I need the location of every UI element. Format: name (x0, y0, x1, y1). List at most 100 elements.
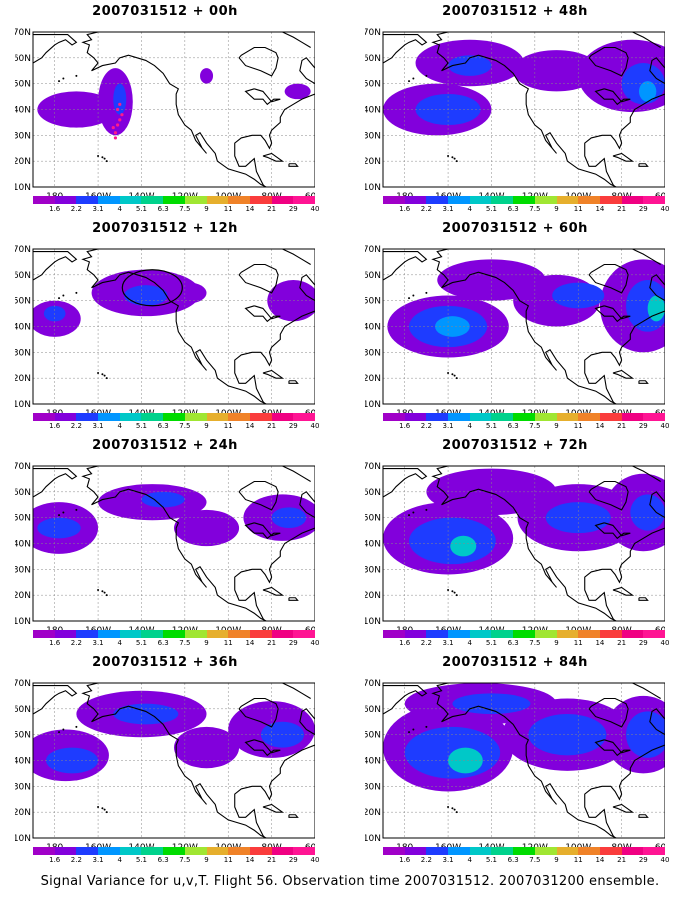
coastline (299, 708, 315, 736)
colorbar-swatch (426, 847, 449, 855)
colorbar-label: 4 (117, 422, 122, 430)
lat-tick-label: 20N (15, 591, 31, 601)
lat-tick-label: 40N (15, 757, 31, 767)
colorbar-swatch (76, 630, 99, 638)
colorbar-label: 29 (638, 639, 648, 647)
island (455, 160, 458, 163)
colorbar-swatch (534, 630, 557, 638)
map-plot: 10N 20N 30N 40N 50N 60N 70N 180 160W 140W 120W 100W… (15, 28, 315, 199)
coastline (431, 249, 618, 404)
colorbar-swatch (643, 413, 665, 421)
lon-tick-label: 80W (261, 843, 281, 850)
lon-tick-label: 180 (396, 843, 413, 850)
lat-tick-label: 20N (365, 591, 381, 601)
colorbar-label: 11 (223, 639, 233, 647)
colorbar-swatch (404, 630, 427, 638)
island (75, 508, 78, 511)
colorbar-label: 1.6 (399, 205, 411, 213)
colorbar-swatch (271, 847, 294, 855)
lat-tick-label: 60N (365, 488, 381, 498)
lon-tick-label: 60W (305, 843, 315, 850)
colorbar-swatch (383, 196, 405, 204)
lat-tick-label: 50N (365, 514, 381, 524)
colorbar-swatch (33, 196, 55, 204)
colorbar-swatch (534, 196, 557, 204)
coastline (612, 152, 635, 162)
variance-blob (630, 494, 665, 531)
colorbar-swatch (643, 630, 665, 638)
island (412, 77, 415, 80)
coastline (238, 263, 279, 294)
figure-caption: Signal Variance for u,v,T. Flight 56. Ob… (40, 874, 660, 889)
island (455, 811, 458, 814)
colorbar-label: 21 (267, 422, 277, 430)
lon-tick-label: 60W (655, 409, 665, 416)
colorbar-swatch (54, 630, 77, 638)
lon-tick-label: 160W (85, 626, 111, 633)
colorbar-swatch (141, 847, 164, 855)
lon-tick-label: 80W (611, 626, 631, 633)
island (453, 808, 456, 811)
colorbar-label: 5.1 (485, 856, 498, 864)
graticule (383, 683, 665, 838)
colorbar-label: 4 (117, 205, 122, 213)
coastline (431, 32, 618, 187)
colorbar-label: 7.5 (529, 422, 541, 430)
colorbar-swatch (599, 196, 622, 204)
lat-tick-label: 30N (15, 782, 31, 792)
colorbar-label: 3.1 (92, 422, 104, 430)
lat-tick-label: 40N (15, 540, 31, 550)
colorbar-label: 21 (617, 422, 627, 430)
lon-tick-label: 120W (172, 843, 198, 850)
lat-tick-label: 50N (365, 297, 381, 307)
colorbar-swatch (621, 630, 644, 638)
island (101, 807, 104, 810)
lon-tick-label: 160W (85, 192, 111, 199)
island (447, 372, 450, 374)
colorbar-swatch (163, 847, 185, 855)
lat-tick-label: 70N (365, 462, 381, 472)
island (97, 372, 100, 374)
coastline (299, 491, 315, 519)
island (451, 807, 454, 810)
observation-point (116, 107, 120, 112)
lat-tick-label: 60N (365, 54, 381, 64)
coastline (262, 152, 285, 162)
island (103, 157, 106, 160)
lat-tick-label: 20N (15, 374, 31, 384)
map-plot: 10N 20N 30N 40N 50N 60N 70N 180 160W 140W 120W 100W… (365, 679, 665, 850)
colorbar-swatch (119, 413, 142, 421)
observation-point (118, 118, 122, 122)
variance-blob (284, 83, 311, 100)
coastline (649, 274, 665, 302)
variance-field (387, 259, 665, 358)
coastline (638, 814, 649, 818)
variance-field (383, 468, 665, 575)
island (58, 80, 61, 83)
coastline (594, 88, 631, 106)
colorbar-label: 11 (223, 422, 233, 430)
colorbar-swatch (141, 196, 164, 204)
variance-field (37, 68, 311, 136)
lat-tick-label: 30N (365, 348, 381, 358)
lat-tick-label: 70N (15, 679, 31, 689)
colorbar-swatch (426, 413, 449, 421)
lat-tick-label: 70N (365, 28, 381, 38)
colorbar-swatch (383, 847, 405, 855)
lat-tick-label: 50N (15, 731, 31, 741)
colorbar-swatch (469, 413, 492, 421)
coastline (632, 32, 661, 48)
coastline (238, 697, 279, 728)
lat-tick-label: 10N (15, 834, 31, 844)
colorbar-swatch (599, 630, 622, 638)
island (425, 74, 428, 77)
colorbar-swatch (119, 847, 142, 855)
lon-tick-label: 180 (46, 626, 63, 633)
lon-tick-label: 120W (522, 843, 548, 850)
lon-tick-label: 60W (655, 192, 665, 199)
colorbar-swatch (76, 847, 99, 855)
colorbar-label: 3.1 (442, 856, 454, 864)
colorbar-label: 6.3 (507, 205, 519, 213)
map-frame (382, 31, 665, 188)
map-plot: 10N 20N 30N 40N 50N 60N 70N 180 160W 140W 120W 100W… (15, 462, 315, 633)
